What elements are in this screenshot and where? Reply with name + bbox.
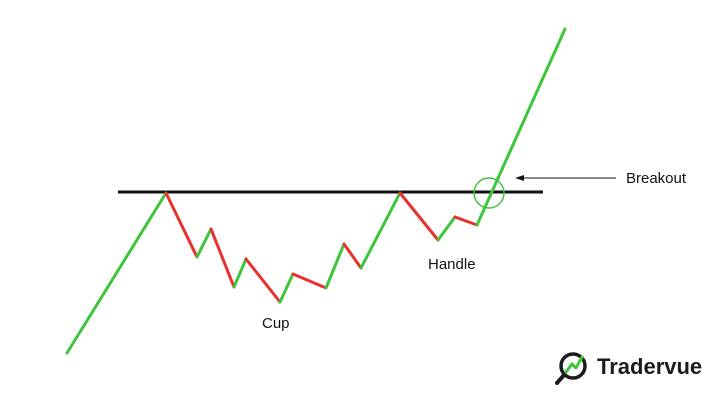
breakout-arrow	[515, 175, 616, 181]
price-segment-up	[324, 242, 346, 290]
price-segment-up	[278, 272, 295, 304]
price-segment-down	[398, 191, 440, 242]
price-segment-up	[359, 191, 402, 270]
arrow-head-icon	[515, 175, 524, 181]
price-segment-down	[209, 227, 236, 289]
price-segment-up	[232, 257, 248, 289]
price-segment-up	[436, 215, 457, 242]
price-segment-down	[453, 215, 479, 227]
price-segment-down	[244, 257, 282, 304]
cup-label: Cup	[262, 315, 290, 332]
magnifier-chart-icon	[555, 352, 587, 385]
breakout-label: Breakout	[626, 170, 687, 187]
price-path	[65, 27, 567, 355]
breakout-circle	[473, 177, 505, 209]
price-segment-down	[342, 242, 363, 270]
brand-name: Tradervue	[597, 354, 702, 379]
price-segment-down	[291, 272, 328, 290]
price-segment-up	[195, 227, 213, 259]
price-segment-down	[164, 191, 199, 259]
price-segment-up	[475, 27, 567, 227]
price-segment-up	[65, 191, 168, 355]
handle-label: Handle	[428, 256, 476, 273]
